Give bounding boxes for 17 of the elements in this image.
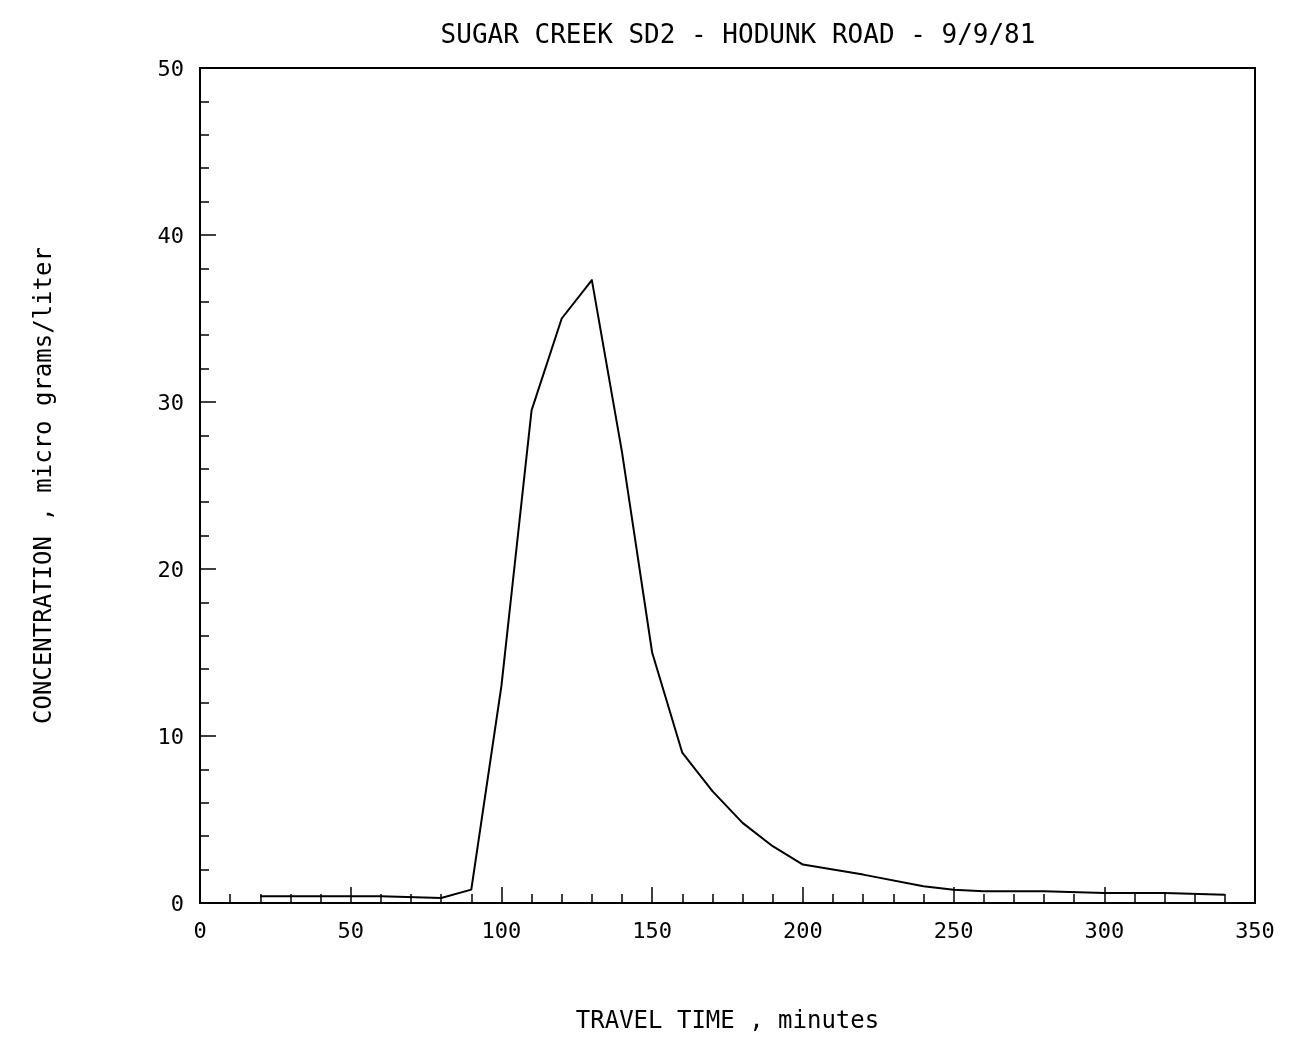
y-tick-label: 40 <box>157 222 184 248</box>
x-tick-label: 250 <box>933 917 974 943</box>
x-tick-label: 150 <box>632 917 673 943</box>
chart-title: SUGAR CREEK SD2 - HODUNK ROAD - 9/9/81 <box>440 19 1036 49</box>
x-tick-label: 100 <box>481 917 522 943</box>
y-tick-label: 10 <box>157 723 184 749</box>
y-tick-label: 0 <box>170 890 184 916</box>
y-tick-label: 30 <box>157 389 184 415</box>
y-tick-label: 20 <box>157 556 184 582</box>
x-tick-label: 300 <box>1084 917 1125 943</box>
y-axis-title: CONCENTRATION , micro grams/liter <box>29 247 57 724</box>
x-axis-title: TRAVEL TIME , minutes <box>575 1006 880 1034</box>
x-tick-label: 200 <box>782 917 823 943</box>
y-tick-label: 50 <box>157 55 184 81</box>
x-tick-label: 350 <box>1235 917 1275 943</box>
x-tick-label: 50 <box>337 917 364 943</box>
x-tick-label: 0 <box>193 917 207 943</box>
